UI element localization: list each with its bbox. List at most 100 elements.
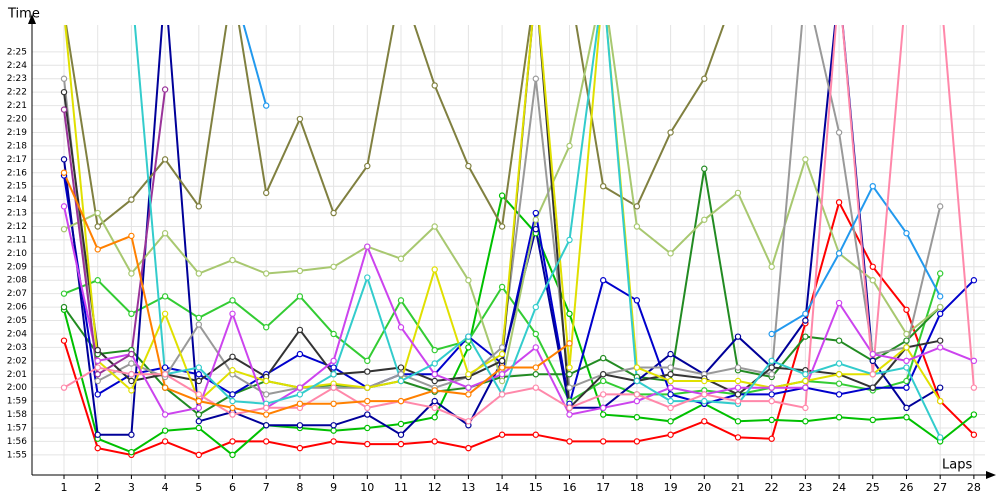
- data-point: [633, 223, 641, 230]
- data-point: [229, 353, 236, 360]
- data-point: [599, 354, 607, 362]
- data-point: [161, 371, 169, 378]
- series-line: [63, 199, 975, 456]
- data-point: [229, 310, 236, 318]
- data-point: [498, 357, 506, 365]
- data-point: [835, 337, 843, 344]
- data-point: [61, 9, 66, 14]
- x-tick-label: 25: [866, 481, 880, 494]
- data-point: [802, 317, 809, 324]
- data-point: [532, 209, 539, 217]
- data-point: [229, 256, 236, 264]
- x-tick-label: 10: [360, 481, 374, 494]
- data-point: [60, 156, 68, 163]
- y-tick-label: 2:19: [7, 128, 27, 138]
- data-point: [734, 364, 742, 371]
- x-tick-label: 18: [630, 481, 644, 494]
- data-point: [532, 371, 539, 378]
- y-axis-title: Time: [7, 7, 40, 22]
- data-point: [768, 371, 775, 378]
- data-point: [330, 371, 337, 378]
- data-point: [397, 297, 405, 304]
- x-tick-label: 24: [832, 481, 846, 494]
- data-point: [734, 418, 742, 425]
- y-tick-label: 2:11: [7, 235, 27, 245]
- data-point: [532, 225, 539, 233]
- data-point: [128, 360, 135, 367]
- data-point: [835, 199, 843, 206]
- data-point: [229, 451, 236, 459]
- series-line: [63, 172, 571, 416]
- data-point: [161, 427, 169, 434]
- data-point: [263, 422, 270, 429]
- data-point: [330, 263, 337, 270]
- data-point: [195, 314, 203, 322]
- data-point: [768, 364, 775, 371]
- data-point: [465, 418, 472, 425]
- data-point: [431, 414, 438, 421]
- data-point: [903, 344, 910, 351]
- data-point: [94, 444, 101, 452]
- data-point: [60, 290, 68, 297]
- data-point: [498, 283, 506, 291]
- y-tick-label: 1:59: [7, 397, 27, 407]
- data-point: [566, 236, 573, 244]
- y-tick-label: 2:17: [7, 155, 27, 165]
- data-point: [330, 400, 337, 408]
- data-point: [431, 360, 438, 367]
- data-point: [532, 431, 539, 438]
- data-point: [431, 404, 438, 412]
- data-point: [330, 357, 337, 365]
- data-point: [498, 431, 506, 438]
- data-point: [566, 371, 573, 378]
- data-point: [903, 364, 910, 371]
- data-point: [94, 246, 101, 253]
- data-point: [667, 418, 674, 425]
- data-point: [195, 424, 203, 432]
- data-point: [701, 165, 708, 172]
- data-point: [229, 397, 236, 405]
- data-point: [835, 414, 843, 421]
- data-point: [195, 321, 203, 328]
- data-point: [667, 391, 674, 398]
- data-point: [768, 384, 775, 391]
- data-point: [94, 346, 101, 354]
- data-point: [532, 384, 539, 391]
- data-point: [94, 431, 101, 438]
- data-point: [263, 404, 270, 412]
- y-axis-arrow: [28, 14, 36, 24]
- series-line: [63, 89, 167, 376]
- data-point: [869, 277, 876, 284]
- data-point: [970, 277, 978, 284]
- data-point: [498, 391, 506, 398]
- data-point: [936, 310, 944, 318]
- data-point: [701, 397, 708, 405]
- data-point: [869, 384, 876, 391]
- data-point: [903, 306, 910, 313]
- data-point: [431, 82, 438, 89]
- data-point: [599, 377, 607, 385]
- data-point: [903, 330, 910, 338]
- data-point: [465, 333, 472, 340]
- data-point: [296, 444, 304, 452]
- data-point: [599, 438, 607, 445]
- data-point: [835, 360, 843, 367]
- data-point: [936, 203, 944, 210]
- y-tick-label: 2:14: [7, 195, 27, 205]
- data-point: [263, 411, 270, 418]
- data-point: [835, 299, 843, 307]
- data-point: [60, 106, 68, 113]
- data-point: [936, 397, 944, 405]
- data-point: [465, 371, 472, 378]
- x-tick-label: 1: [61, 481, 68, 494]
- data-point: [94, 391, 101, 398]
- data-point: [60, 75, 68, 82]
- data-point: [296, 391, 304, 398]
- data-point: [330, 364, 337, 371]
- data-point: [768, 391, 775, 398]
- data-point: [869, 182, 876, 190]
- data-point: [599, 411, 607, 418]
- data-point: [397, 324, 405, 331]
- data-point: [431, 438, 438, 445]
